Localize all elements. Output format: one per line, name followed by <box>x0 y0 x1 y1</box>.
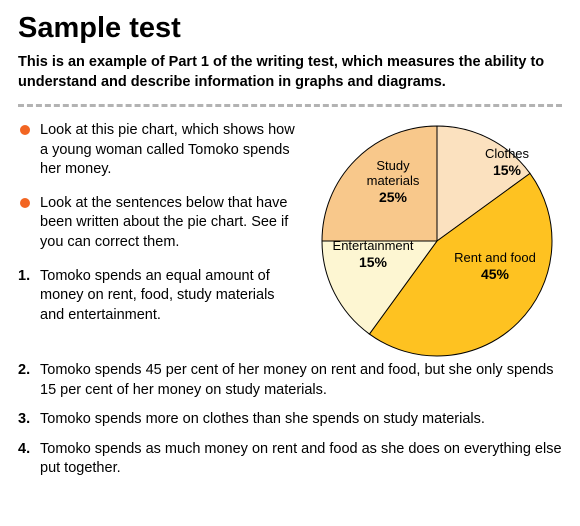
bullet-item: Look at this pie chart, which shows how … <box>18 121 300 180</box>
numbered-text: Tomoko spends more on clothes than she s… <box>40 411 485 427</box>
numbered-index: 3. <box>18 410 30 430</box>
numbered-text: Tomoko spends as much money on rent and … <box>40 441 562 477</box>
page-subtitle: This is an example of Part 1 of the writ… <box>18 53 562 92</box>
pie-slice <box>322 126 437 241</box>
numbered-index: 2. <box>18 361 30 381</box>
numbered-item: 1. Tomoko spends an equal amount of money… <box>18 267 300 326</box>
pie-chart: Clothes15%Rent and food45%Entertainment1… <box>317 121 557 361</box>
chart-column: Clothes15%Rent and food45%Entertainment1… <box>312 121 562 361</box>
numbered-index: 1. <box>18 267 30 287</box>
divider <box>18 104 562 107</box>
numbered-index: 4. <box>18 440 30 460</box>
bullet-item: Look at the sentences below that have be… <box>18 194 300 253</box>
numbered-list-cont: 2. Tomoko spends 45 per cent of her money… <box>18 361 562 479</box>
bullet-list: Look at this pie chart, which shows how … <box>18 121 300 252</box>
page-title: Sample test <box>18 12 562 45</box>
left-column: Look at this pie chart, which shows how … <box>18 121 300 361</box>
numbered-item: 4. Tomoko spends as much money on rent an… <box>18 440 562 479</box>
numbered-list: 1. Tomoko spends an equal amount of money… <box>18 267 300 326</box>
numbered-text: Tomoko spends 45 per cent of her money o… <box>40 362 553 398</box>
numbered-item: 3. Tomoko spends more on clothes than she… <box>18 410 562 430</box>
numbered-item: 2. Tomoko spends 45 per cent of her money… <box>18 361 562 400</box>
pie-svg <box>317 121 557 361</box>
numbered-text: Tomoko spends an equal amount of money o… <box>40 268 275 323</box>
main-layout: Look at this pie chart, which shows how … <box>18 121 562 361</box>
